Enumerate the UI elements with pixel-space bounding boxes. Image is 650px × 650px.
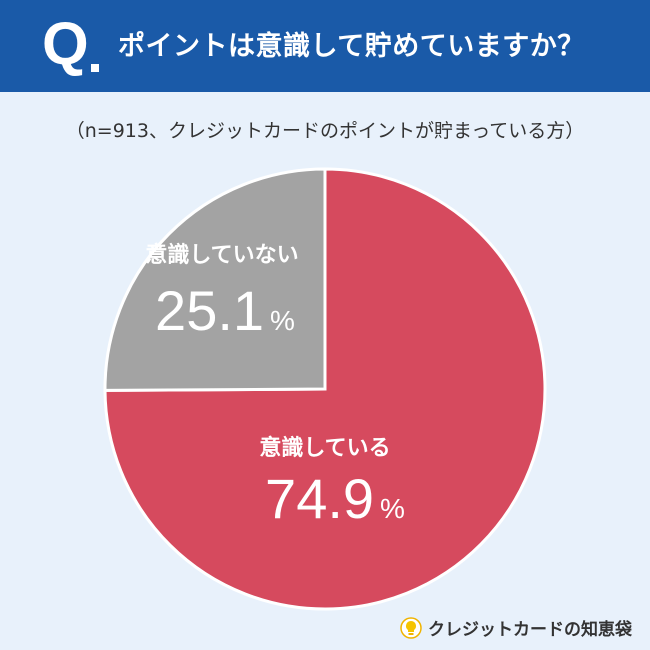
slice-value-0: 74.9% <box>265 467 405 530</box>
lightbulb-logo-icon <box>400 616 422 639</box>
brand-name: クレジットカードの知恵袋 <box>428 620 632 640</box>
slice-label-1: 意識していない <box>145 242 298 268</box>
sample-note: （n=913、クレジットカードのポイントが貯まっている方） <box>65 120 585 142</box>
brand: クレジットカードの知恵袋 <box>400 615 632 640</box>
slice-value-1: 25.1% <box>155 279 295 342</box>
question-title: ポイントは意識して貯めていますか？ <box>118 31 585 62</box>
pie-slice-1 <box>103 167 327 392</box>
header-bar: Q ポイントは意識して貯めていますか？ <box>0 0 650 92</box>
slice-label-0: 意識している <box>259 435 390 461</box>
q-dot <box>91 64 99 72</box>
q-letter: Q <box>42 10 89 77</box>
